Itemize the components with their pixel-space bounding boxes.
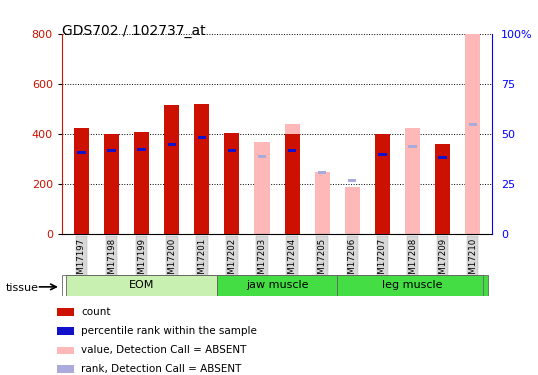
Bar [469,123,477,126]
Bar [74,128,89,234]
Text: GSM17201: GSM17201 [197,238,207,285]
Bar [315,172,330,234]
Text: value, Detection Call = ABSENT: value, Detection Call = ABSENT [81,345,246,355]
Text: GSM17210: GSM17210 [468,238,477,285]
Bar [288,149,296,152]
Text: rank, Detection Call = ABSENT: rank, Detection Call = ABSENT [81,364,241,374]
Bar [77,152,86,154]
Text: GSM17203: GSM17203 [258,238,266,285]
Text: tissue: tissue [5,283,38,293]
Text: GSM17197: GSM17197 [77,238,86,285]
Text: GSM17204: GSM17204 [288,238,296,285]
Bar [104,134,119,234]
Text: leg muscle: leg muscle [383,280,443,290]
Bar [438,156,447,159]
Bar [57,308,74,316]
Bar [288,150,296,153]
Bar [108,149,116,152]
Bar [66,274,217,296]
Bar [375,134,390,234]
Bar [465,34,480,234]
Text: count: count [81,307,110,317]
Text: GSM17206: GSM17206 [348,238,357,285]
Text: GSM17200: GSM17200 [167,238,176,285]
Bar [57,346,74,354]
Bar [405,128,420,234]
Bar [168,142,176,146]
Bar [57,327,74,335]
Text: EOM: EOM [129,280,154,290]
Text: GSM17198: GSM17198 [107,238,116,285]
Bar [337,274,488,296]
Bar [285,134,300,234]
Bar [348,179,357,182]
Bar [224,133,239,234]
Bar [164,105,179,234]
Text: GSM17205: GSM17205 [318,238,327,285]
Bar [285,124,300,234]
Text: GSM17202: GSM17202 [228,238,236,285]
Bar [258,155,266,158]
Bar [134,132,149,234]
Text: GSM17208: GSM17208 [408,238,417,285]
Bar [345,187,360,234]
Text: GDS702 / 102737_at: GDS702 / 102737_at [62,24,206,38]
Bar [194,104,209,234]
Bar [138,148,146,151]
Text: percentile rank within the sample: percentile rank within the sample [81,326,257,336]
Text: GSM17209: GSM17209 [438,238,447,285]
Text: GSM17199: GSM17199 [137,238,146,285]
Bar [228,149,236,152]
Text: GSM17207: GSM17207 [378,238,387,285]
Bar [217,274,337,296]
Bar [57,365,74,373]
Text: jaw muscle: jaw muscle [246,280,308,290]
Bar [318,171,327,174]
Bar [435,144,450,234]
Bar [197,136,206,140]
Bar [408,145,416,148]
Bar [254,142,270,234]
Bar [378,153,386,156]
